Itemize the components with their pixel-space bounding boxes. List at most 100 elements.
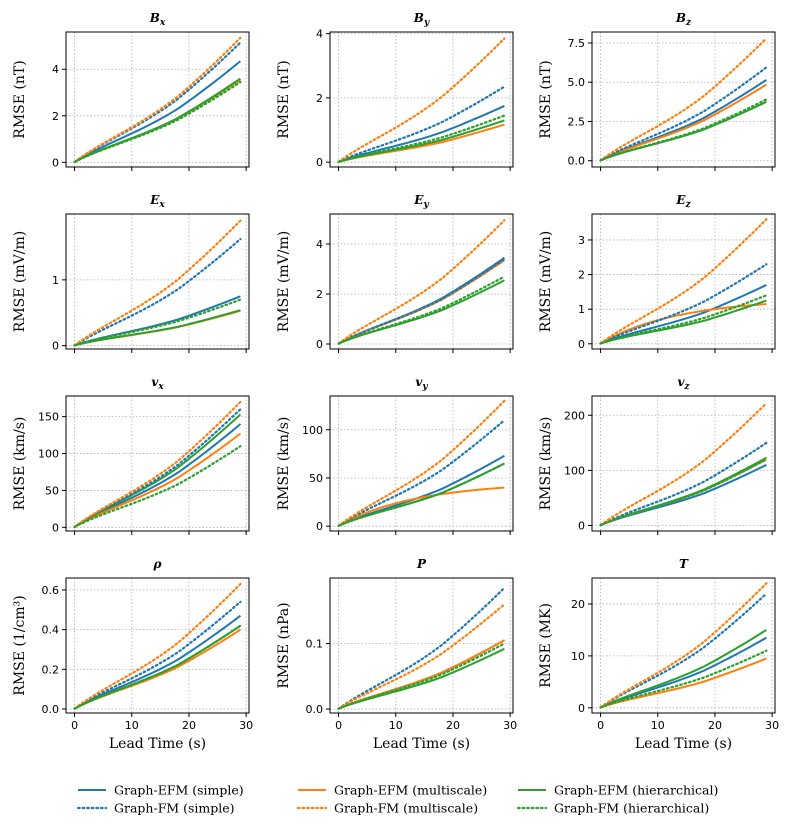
series-line-fm_simple	[73, 41, 242, 164]
panel-by: 0 2 4 By RMSE (nT)	[276, 11, 514, 171]
x-tick-label: 30	[765, 719, 779, 732]
plot-frame	[65, 31, 250, 168]
series-line-fm_multiscale	[73, 400, 242, 529]
legend-label: Graph-FM (hierarchical)	[554, 801, 709, 816]
series-line-efm_multiscale	[600, 657, 767, 709]
series-line-fm_simple	[73, 237, 242, 347]
legend-item-fm_simple: Graph-FM (simple)	[76, 801, 235, 816]
panel-title: Ex	[149, 193, 165, 210]
panel-bz: 0.0 2.5 5.0 7.5 Bz RMSE (nT)	[538, 11, 776, 171]
y-tick-label: 2	[316, 92, 323, 105]
series-line-fm_hier	[599, 649, 768, 709]
series-line-efm_multiscale	[74, 432, 242, 528]
plot-frame	[329, 213, 514, 350]
series-line-efm_simple	[338, 454, 505, 527]
panel-title-main: E	[413, 193, 424, 207]
y-tick-label: 0	[316, 338, 323, 351]
y-axis-label: RMSE (nT)	[276, 60, 292, 138]
series-line-fm_hier	[337, 114, 506, 163]
panel-title: P	[416, 557, 427, 571]
y-axis-label: RMSE (mV/m)	[538, 231, 554, 332]
y-tick-label: 0	[316, 156, 323, 169]
x-tick-label: 10	[651, 719, 665, 732]
series-line-fm_hier	[73, 624, 242, 710]
series-line-fm_hier	[73, 80, 242, 164]
series-line-efm_hier	[74, 309, 241, 347]
x-tick-label: 20	[446, 719, 460, 732]
series-line-efm_simple	[338, 256, 505, 345]
x-tick-label: 0	[597, 719, 604, 732]
panel-title-main: E	[149, 193, 160, 207]
x-tick-label: 0	[71, 719, 78, 732]
legend-label: Graph-EFM (simple)	[114, 783, 244, 798]
y-tick-label: 0	[52, 340, 59, 353]
panel-title: ρ	[153, 557, 163, 571]
panel-title-main: ρ	[153, 557, 163, 571]
panel-title-sub: y	[421, 382, 428, 392]
series-line-fm_multiscale	[337, 37, 506, 163]
panel-bx: 0 2 4 Bx RMSE (nT)	[12, 11, 250, 171]
panel-title-sub: x	[159, 18, 166, 28]
series-group	[599, 402, 768, 527]
panel-vx: 0 50 100 150 vx RMSE (km/s)	[12, 375, 250, 535]
plot-frame	[591, 577, 776, 714]
y-tick-label: 2	[316, 288, 323, 301]
y-tick-label: 3	[578, 234, 585, 247]
series-line-efm_multiscale	[600, 83, 767, 162]
plot-frame	[65, 213, 250, 350]
panel-title-sub: x	[157, 382, 164, 392]
series-line-fm_simple	[599, 66, 768, 162]
series-group	[599, 582, 768, 709]
x-axis-label: Lead Time (s)	[373, 736, 470, 752]
panel-title-main: P	[416, 557, 427, 571]
panel-title-sub: z	[685, 200, 692, 210]
y-tick-label: 7.5	[568, 37, 586, 50]
series-line-efm_hier	[600, 629, 767, 709]
y-tick-label: 0	[578, 519, 585, 532]
y-tick-label: 10	[571, 650, 585, 663]
series-group	[73, 219, 242, 347]
y-tick-label: 0.0	[568, 155, 586, 168]
panel-title: T	[679, 557, 689, 571]
x-tick-label: 30	[239, 719, 253, 732]
series-line-fm_simple	[599, 441, 768, 527]
panel-title-main: v	[677, 375, 685, 389]
x-tick-label: 30	[503, 719, 517, 732]
y-tick-label: 5.0	[568, 76, 586, 89]
y-tick-label: 100	[564, 464, 585, 477]
series-line-efm_hier	[74, 77, 241, 163]
series-group	[73, 400, 242, 529]
plot-frame	[591, 395, 776, 532]
legend-item-efm_hier: Graph-EFM (hierarchical)	[518, 783, 718, 798]
series-line-fm_multiscale	[599, 582, 768, 709]
series-line-fm_hier	[599, 294, 768, 345]
series-line-efm_simple	[74, 614, 242, 710]
y-axis-label: RMSE (1/cm³)	[12, 595, 28, 695]
panel-p: 0 10 20 30 0.0 0.1 P RMSE (nPa) Lead Time (s)	[276, 557, 517, 752]
plot-frame	[591, 31, 776, 168]
y-axis-label: RMSE (nT)	[538, 60, 554, 138]
panel-title-main: v	[151, 375, 159, 389]
y-axis-label: RMSE (mV/m)	[12, 231, 28, 332]
x-tick-label: 20	[182, 719, 196, 732]
panel-title-main: B	[675, 11, 686, 25]
legend-label: Graph-FM (simple)	[114, 801, 235, 816]
x-tick-label: 10	[389, 719, 403, 732]
y-tick-label: 0.2	[42, 663, 60, 676]
y-axis-label: RMSE (nT)	[12, 60, 28, 138]
series-line-fm_simple	[599, 592, 768, 709]
panel-title-sub: x	[158, 200, 165, 210]
y-tick-label: 0.6	[42, 584, 60, 597]
panel-title-main: B	[413, 11, 424, 25]
legend-item-fm_multiscale: Graph-FM (multiscale)	[296, 801, 478, 816]
panel-title-main: E	[675, 193, 686, 207]
y-tick-label: 2	[578, 269, 585, 282]
panel-ey: 0 2 4 Ey RMSE (mV/m)	[276, 193, 514, 353]
y-tick-label: 0.0	[42, 703, 60, 716]
series-line-fm_hier	[599, 98, 768, 162]
series-line-efm_multiscale	[338, 639, 505, 710]
x-tick-label: 10	[125, 719, 139, 732]
x-tick-label: 0	[335, 719, 342, 732]
y-tick-label: 0.0	[306, 703, 324, 716]
y-tick-label: 50	[45, 484, 59, 497]
